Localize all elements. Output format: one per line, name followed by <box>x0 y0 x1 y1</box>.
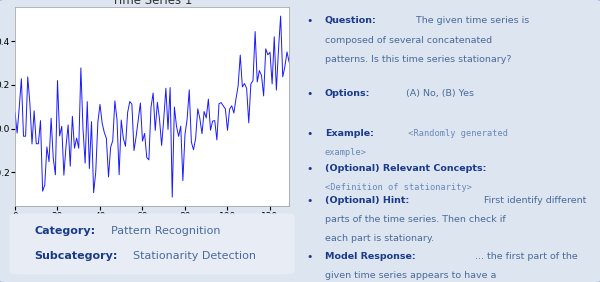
Text: Options:: Options: <box>325 89 370 98</box>
Text: •: • <box>306 196 313 206</box>
Title: Time Series 1: Time Series 1 <box>112 0 192 7</box>
Text: •: • <box>306 129 313 139</box>
FancyBboxPatch shape <box>10 213 295 274</box>
Text: example>: example> <box>325 148 367 157</box>
Text: Subcategory:: Subcategory: <box>34 251 118 261</box>
Text: •: • <box>306 89 313 99</box>
Text: (Optional) Relevant Concepts:: (Optional) Relevant Concepts: <box>325 164 486 173</box>
Text: Pattern Recognition: Pattern Recognition <box>111 226 220 236</box>
Text: Example:: Example: <box>325 129 374 138</box>
Text: Question:: Question: <box>325 16 377 25</box>
Text: The given time series is: The given time series is <box>413 16 529 25</box>
Text: First identify different: First identify different <box>481 196 587 205</box>
Text: •: • <box>306 164 313 174</box>
Text: •: • <box>306 252 313 262</box>
Text: •: • <box>306 16 313 27</box>
Text: patterns. Is this time series stationary?: patterns. Is this time series stationary… <box>325 55 511 64</box>
Text: Stationarity Detection: Stationarity Detection <box>133 251 256 261</box>
Text: (A) No, (B) Yes: (A) No, (B) Yes <box>403 89 474 98</box>
Text: Model Response:: Model Response: <box>325 252 415 261</box>
Text: <Randomly generated: <Randomly generated <box>403 129 508 138</box>
Text: each part is stationary.: each part is stationary. <box>325 235 434 243</box>
Text: parts of the time series. Then check if: parts of the time series. Then check if <box>325 215 506 224</box>
Text: <Definition of stationarity>: <Definition of stationarity> <box>325 183 472 192</box>
Text: (Optional) Hint:: (Optional) Hint: <box>325 196 409 205</box>
Text: given time series appears to have a: given time series appears to have a <box>325 272 496 281</box>
Text: ... the first part of the: ... the first part of the <box>472 252 577 261</box>
Text: composed of several concatenated: composed of several concatenated <box>325 36 492 45</box>
Text: Category:: Category: <box>34 226 95 236</box>
